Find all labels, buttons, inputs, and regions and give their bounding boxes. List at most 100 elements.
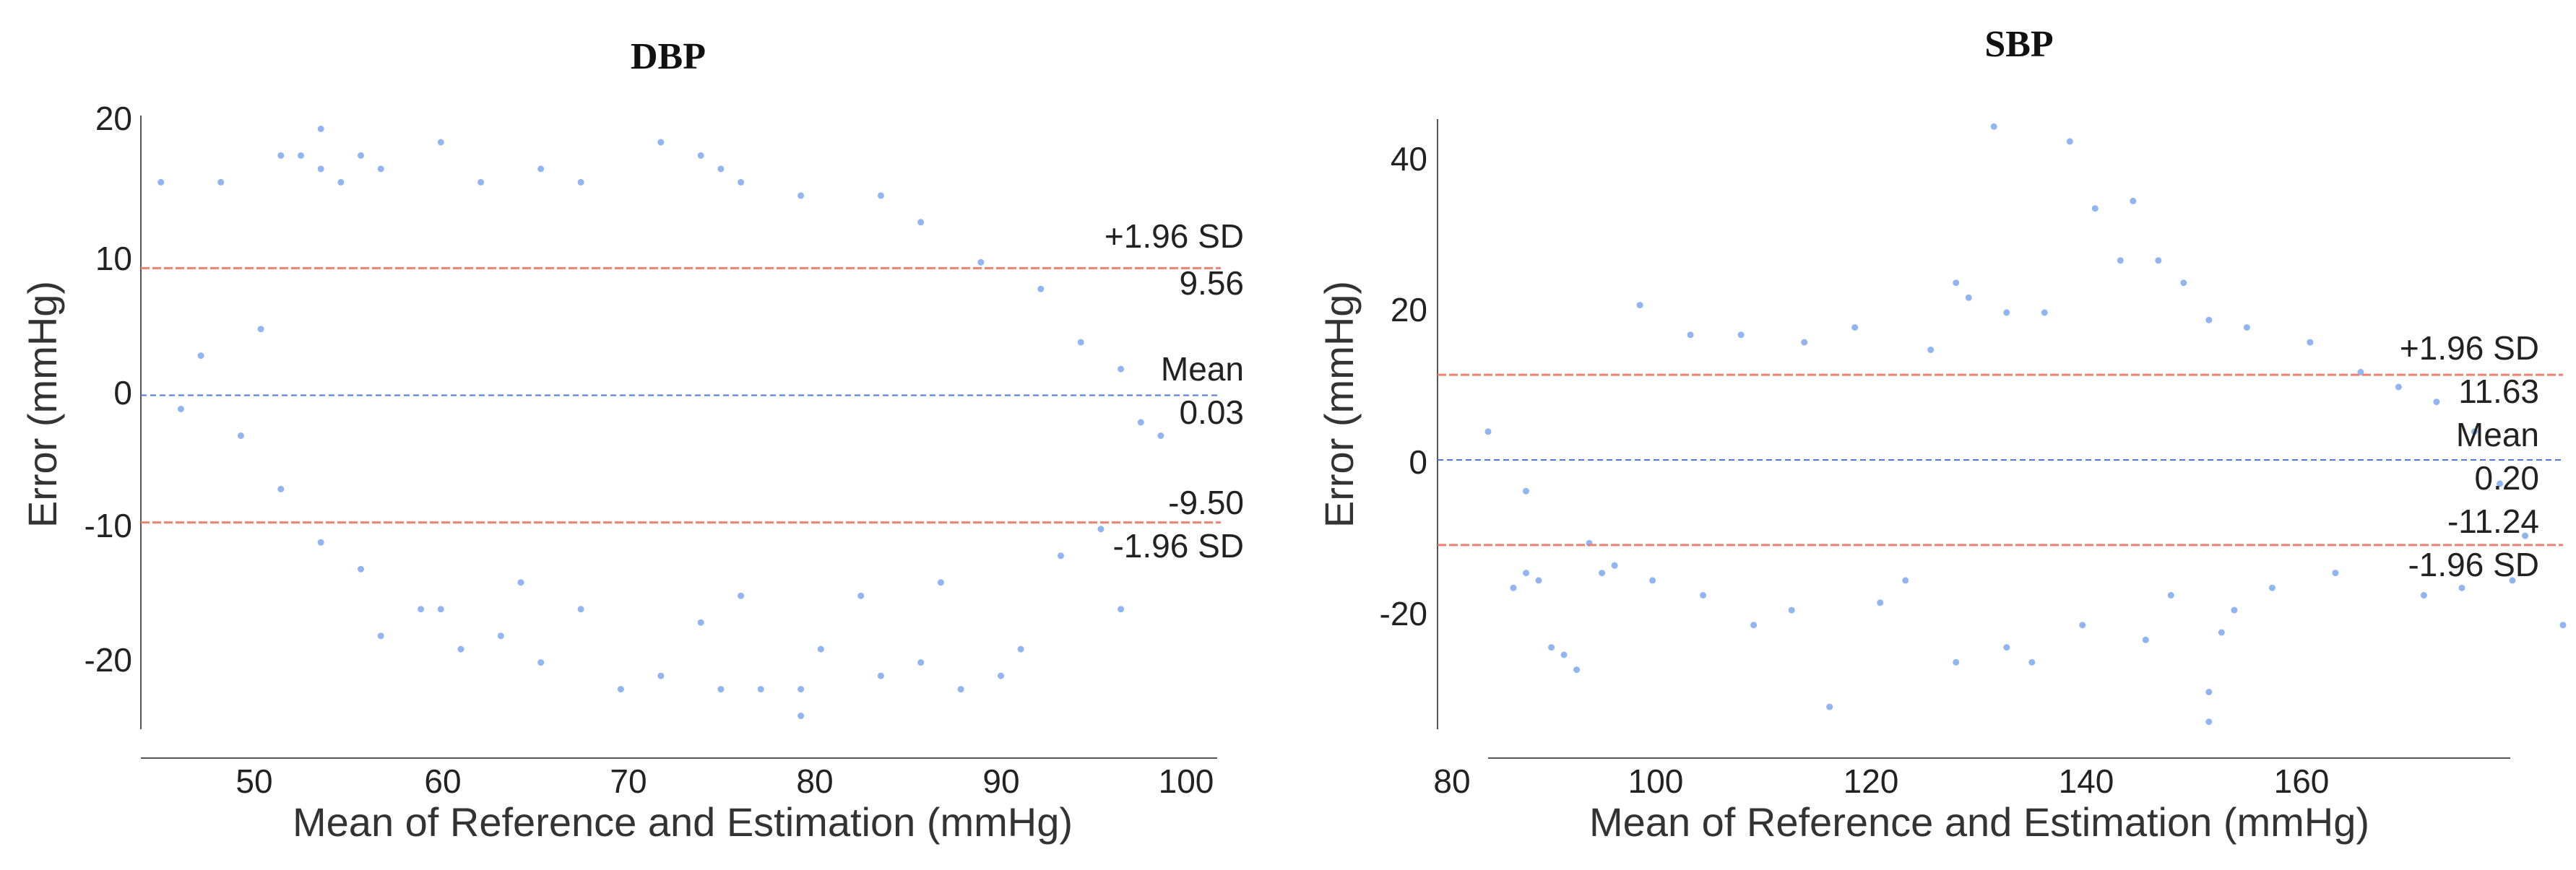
dbp-data-point xyxy=(877,192,884,199)
sbp-ytick-label: 0 xyxy=(1409,443,1427,481)
dbp-data-point xyxy=(377,165,384,173)
dbp-data-point xyxy=(998,672,1004,679)
sbp-data-point xyxy=(1700,592,1707,599)
dbp-lower-loa-value: -9.50 xyxy=(1168,484,1244,521)
sbp-data-point xyxy=(1611,562,1618,569)
sbp-data-point xyxy=(2142,636,2149,643)
sbp-data-point xyxy=(2167,592,2174,599)
dbp-data-point xyxy=(1137,419,1144,426)
dbp-lower-loa-name: -1.96 SD xyxy=(1112,527,1244,565)
dbp-data-point xyxy=(857,592,865,599)
dbp-ytick-label: -20 xyxy=(85,641,132,679)
sbp-data-point xyxy=(1649,577,1656,584)
sbp-data-point xyxy=(2268,584,2275,591)
dbp-data-point xyxy=(537,165,545,173)
dbp-data-point xyxy=(657,139,665,146)
dbp-data-point xyxy=(738,178,745,186)
dbp-data-point xyxy=(1157,432,1164,439)
sbp-data-point xyxy=(2180,279,2187,287)
sbp-y-axis-label: Error (mmHg) xyxy=(1316,281,1362,528)
dbp-data-point xyxy=(957,686,964,693)
sbp-data-point xyxy=(1687,331,1694,339)
sbp-data-point xyxy=(1573,666,1581,674)
sbp-ytick-label: -20 xyxy=(1380,595,1427,632)
sbp-data-point xyxy=(2117,257,2124,264)
dbp-data-point xyxy=(217,178,225,186)
dbp-data-point xyxy=(577,606,584,613)
dbp-upper-loa-value: 9.56 xyxy=(1179,264,1244,302)
sbp-data-point xyxy=(1636,302,1643,309)
dbp-panel: DBP 20 10 0 -10 -20 50 60 70 80 90 100 M… xyxy=(20,36,1244,845)
dbp-data-point xyxy=(537,659,545,666)
dbp-data-point xyxy=(277,152,285,159)
sbp-data-point xyxy=(1750,622,1758,629)
dbp-data-point xyxy=(577,178,584,186)
sbp-data-point xyxy=(1560,651,1568,658)
dbp-data-point xyxy=(617,686,624,693)
sbp-data-point xyxy=(2522,532,2528,539)
dbp-ytick-label: 20 xyxy=(95,100,132,137)
sbp-data-point xyxy=(2307,339,2314,346)
sbp-xtick-label: 100 xyxy=(1628,762,1684,800)
dbp-title: DBP xyxy=(631,36,706,77)
dbp-data-point xyxy=(477,178,485,186)
sbp-data-point xyxy=(1851,324,1859,331)
sbp-data-point xyxy=(2471,428,2478,435)
dbp-ytick-label: 0 xyxy=(113,374,132,412)
sbp-data-point xyxy=(1953,658,1960,666)
dbp-data-point xyxy=(817,645,824,653)
sbp-data-point xyxy=(2003,309,2010,316)
dbp-data-point xyxy=(1058,552,1064,560)
dbp-data-point xyxy=(1118,606,1125,613)
sbp-data-point xyxy=(1902,577,1909,584)
dbp-data-point xyxy=(937,579,944,586)
sbp-data-point xyxy=(2357,368,2364,375)
sbp-panel: SBP 40 20 0 -20 80 100 120 140 160 Mean … xyxy=(1316,24,2567,845)
sbp-data-point xyxy=(1535,577,1542,584)
sbp-data-point xyxy=(2218,629,2225,636)
dbp-data-point xyxy=(798,713,805,719)
sbp-ytick-label: 40 xyxy=(1391,140,1427,178)
sbp-data-point xyxy=(1548,644,1555,651)
sbp-data-point xyxy=(1484,428,1492,435)
dbp-y-axis-label: Error (mmHg) xyxy=(20,281,65,528)
dbp-data-point xyxy=(257,326,264,333)
dbp-data-point xyxy=(317,165,324,173)
dbp-xtick-label: 80 xyxy=(796,762,833,800)
dbp-data-point xyxy=(317,539,324,546)
sbp-data-point xyxy=(1788,606,1795,614)
sbp-ytick-label: 20 xyxy=(1391,291,1427,329)
dbp-data-point xyxy=(437,606,444,613)
dbp-data-point xyxy=(717,686,725,693)
sbp-title: SBP xyxy=(1984,24,2053,65)
dbp-data-point xyxy=(1077,339,1084,346)
dbp-data-point xyxy=(977,258,985,266)
sbp-data-point xyxy=(2433,399,2440,406)
dbp-mean-value: 0.03 xyxy=(1179,393,1244,431)
dbp-data-point xyxy=(1097,526,1105,533)
dbp-xtick-label: 100 xyxy=(1159,762,1214,800)
sbp-data-point xyxy=(1523,487,1529,495)
dbp-data-point xyxy=(697,619,704,626)
sbp-data-point xyxy=(2003,644,2010,651)
dbp-data-point xyxy=(798,192,805,199)
sbp-data-point xyxy=(1826,703,1833,710)
dbp-data-point xyxy=(917,219,925,226)
dbp-data-point xyxy=(1118,365,1125,373)
sbp-data-point xyxy=(1510,584,1517,591)
dbp-data-point xyxy=(298,152,304,159)
sbp-xtick-label: 120 xyxy=(1844,762,1899,800)
dbp-data-point xyxy=(917,659,925,666)
sbp-mean-value: 0.20 xyxy=(2474,459,2539,497)
dbp-data-point xyxy=(358,152,364,159)
sbp-data-point xyxy=(1877,599,1884,606)
dbp-data-point xyxy=(517,579,524,586)
sbp-data-point xyxy=(1801,339,1808,346)
sbp-lower-loa-value: -11.24 xyxy=(2447,503,2539,540)
sbp-xtick-label: 160 xyxy=(2274,762,2330,800)
sbp-data-point xyxy=(2231,606,2238,614)
sbp-data-point xyxy=(2243,324,2250,331)
sbp-upper-loa-name: +1.96 SD xyxy=(2400,329,2539,367)
sbp-points xyxy=(1484,123,2567,726)
